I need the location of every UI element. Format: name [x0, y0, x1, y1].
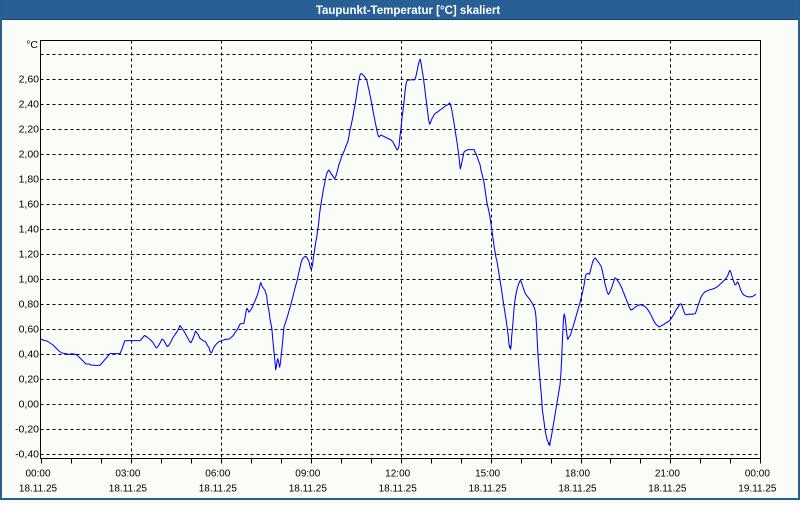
- svg-text:18.11.25: 18.11.25: [109, 484, 148, 495]
- svg-text:0,80: 0,80: [19, 299, 40, 311]
- svg-text:18.11.25: 18.11.25: [289, 484, 328, 495]
- svg-text:21:00: 21:00: [655, 469, 680, 480]
- svg-text:19.11.25: 19.11.25: [738, 484, 777, 495]
- svg-text:1,00: 1,00: [19, 274, 40, 286]
- svg-text:1,60: 1,60: [19, 199, 40, 211]
- svg-text:1,20: 1,20: [19, 249, 40, 261]
- svg-text:09:00: 09:00: [295, 469, 320, 480]
- svg-text:2,60: 2,60: [19, 74, 40, 86]
- svg-text:18:00: 18:00: [565, 469, 590, 480]
- svg-text:0,60: 0,60: [19, 324, 40, 336]
- svg-text:1,80: 1,80: [19, 174, 40, 186]
- svg-text:°C: °C: [26, 39, 38, 51]
- svg-text:-0,40: -0,40: [15, 449, 39, 461]
- svg-text:18.11.25: 18.11.25: [379, 484, 418, 495]
- svg-text:1,40: 1,40: [19, 224, 40, 236]
- svg-text:12:00: 12:00: [385, 469, 410, 480]
- svg-text:0,00: 0,00: [19, 399, 40, 411]
- svg-text:2,00: 2,00: [19, 149, 40, 161]
- svg-text:18.11.25: 18.11.25: [199, 484, 238, 495]
- svg-text:18.11.25: 18.11.25: [469, 484, 508, 495]
- svg-text:15:00: 15:00: [475, 469, 500, 480]
- svg-text:2,20: 2,20: [19, 124, 40, 136]
- svg-text:0,20: 0,20: [19, 374, 40, 386]
- svg-text:03:00: 03:00: [115, 469, 140, 480]
- svg-text:Taupunkt-Temperatur [°C] skali: Taupunkt-Temperatur [°C] skaliert: [316, 5, 501, 17]
- svg-text:0,40: 0,40: [19, 349, 40, 361]
- svg-text:-0,20: -0,20: [15, 424, 39, 436]
- svg-text:2,40: 2,40: [19, 99, 40, 111]
- svg-text:18.11.25: 18.11.25: [648, 484, 687, 495]
- svg-text:00:00: 00:00: [25, 469, 50, 480]
- svg-text:00:00: 00:00: [745, 469, 770, 480]
- svg-text:18.11.25: 18.11.25: [19, 484, 58, 495]
- svg-text:18.11.25: 18.11.25: [558, 484, 597, 495]
- svg-text:06:00: 06:00: [205, 469, 230, 480]
